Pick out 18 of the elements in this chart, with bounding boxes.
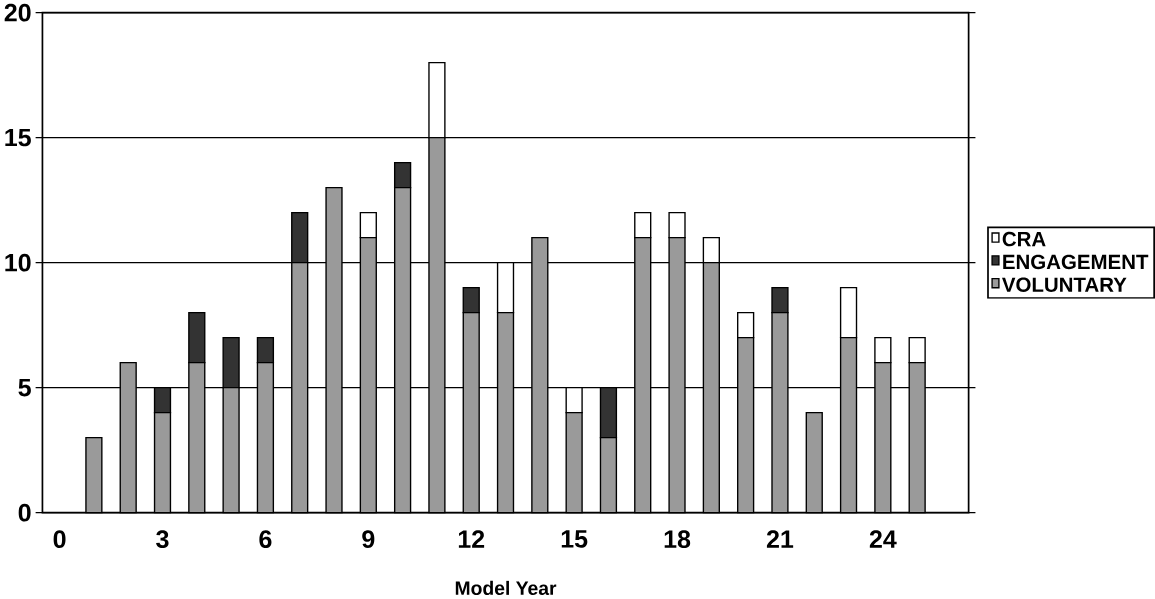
y-tick-label: 10 (5, 253, 31, 272)
x-tick-label: 6 (259, 530, 272, 549)
x-tick-label: 9 (362, 530, 375, 549)
y-tick-label: 20 (4, 3, 31, 22)
x-tick-label: 12 (458, 530, 485, 548)
x-axis-title: Model Year (455, 580, 557, 596)
x-tick-label: 0 (53, 530, 66, 549)
legend-label: CRA (1002, 231, 1046, 247)
x-tick-label: 15 (561, 530, 588, 548)
x-tick-label: 18 (664, 530, 691, 549)
legend-label: ENGAGEMENT (1003, 254, 1149, 270)
y-tick-label: 0 (18, 503, 31, 522)
x-tick-label: 24 (869, 530, 897, 548)
x-tick-label: 3 (156, 530, 169, 549)
y-tick-label: 15 (5, 129, 31, 147)
legend-label: VOLUNTARY (1002, 277, 1127, 293)
y-tick-label: 5 (18, 379, 31, 397)
x-tick-label: 21 (766, 530, 794, 548)
